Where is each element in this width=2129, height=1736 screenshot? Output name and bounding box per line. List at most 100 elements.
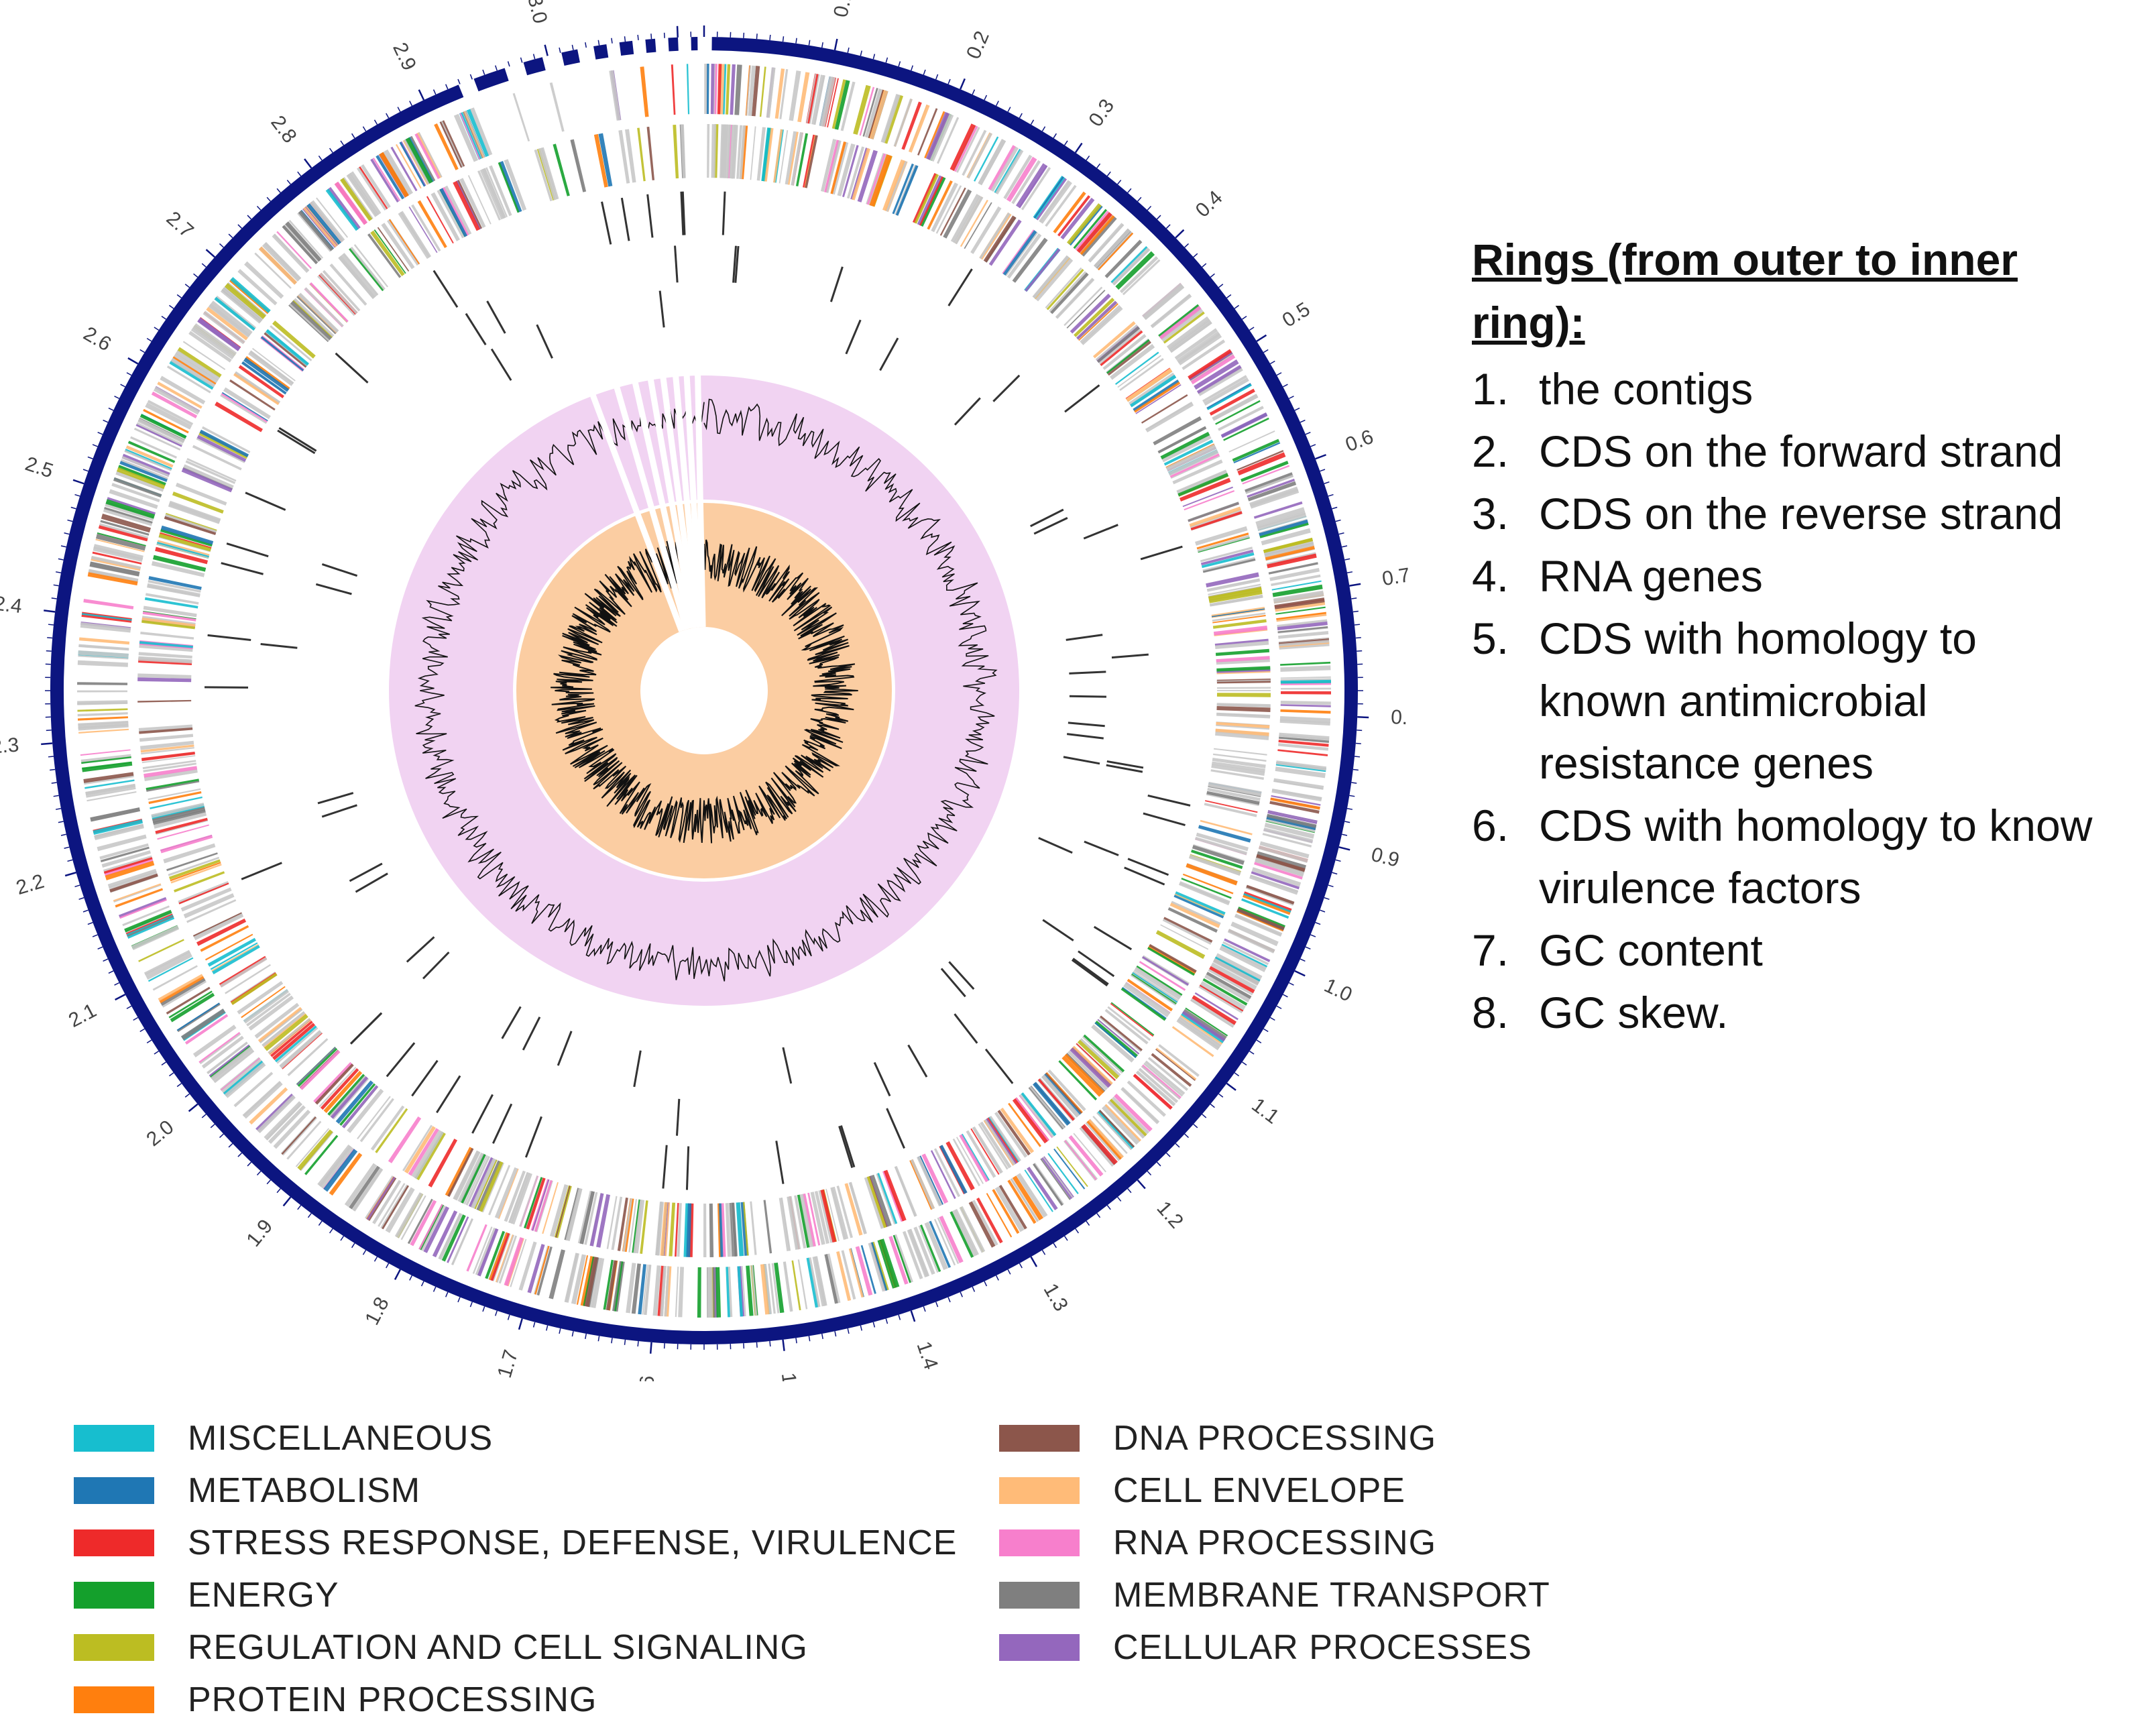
amr-cds xyxy=(1106,764,1143,773)
forward-cds xyxy=(192,1025,237,1057)
reverse-cds xyxy=(474,1159,498,1210)
reverse-cds xyxy=(1058,1060,1098,1101)
forward-cds xyxy=(1096,1112,1133,1151)
reverse-cds xyxy=(939,187,966,236)
forward-cds xyxy=(1250,874,1299,893)
legend-item: MEMBRANE TRANSPORT xyxy=(999,1572,1550,1619)
rna-gene xyxy=(433,270,459,308)
forward-cds xyxy=(976,1198,1003,1244)
forward-cds xyxy=(1192,995,1237,1025)
forward-cds xyxy=(1209,388,1255,416)
reverse-cds xyxy=(317,274,356,316)
reverse-cds xyxy=(154,812,207,829)
reverse-cds xyxy=(272,1023,316,1061)
forward-cds xyxy=(130,436,177,459)
forward-cds xyxy=(1142,282,1184,319)
forward-cds xyxy=(340,178,373,221)
scale-tick xyxy=(394,1269,402,1280)
reverse-cds xyxy=(791,132,803,186)
scale-tick xyxy=(1019,1263,1023,1269)
rna-gene xyxy=(492,1103,513,1144)
ring-item-number: 7. xyxy=(1472,925,1509,975)
reverse-cds xyxy=(1080,304,1122,344)
forward-cds xyxy=(1202,978,1248,1006)
reverse-cds xyxy=(820,1189,837,1242)
scale-tick xyxy=(1315,454,1326,460)
reverse-cds xyxy=(1210,769,1265,780)
reverse-cds xyxy=(314,1063,354,1105)
forward-cds xyxy=(410,1200,437,1247)
forward-cds xyxy=(962,129,987,176)
reverse-cds xyxy=(1216,679,1271,682)
forward-cds xyxy=(954,1208,979,1256)
scale-tick xyxy=(559,1328,561,1334)
reverse-cds xyxy=(979,212,1011,259)
amr-cds xyxy=(674,245,679,283)
forward-cds xyxy=(197,318,241,351)
reverse-cds xyxy=(181,467,233,493)
scale-tick xyxy=(1332,872,1338,875)
reverse-cds xyxy=(147,584,200,597)
scale-tick xyxy=(139,1028,146,1033)
forward-cds xyxy=(166,365,211,394)
forward-cds xyxy=(148,957,194,982)
forward-cds xyxy=(1280,704,1331,707)
amr-cds xyxy=(465,312,487,346)
reverse-cds xyxy=(1066,290,1106,329)
forward-cds xyxy=(811,74,825,125)
scale-tick xyxy=(351,1242,355,1249)
reverse-cds xyxy=(1045,1072,1082,1114)
reverse-cds xyxy=(488,1165,511,1216)
scale-label: 0.8 xyxy=(1391,706,1408,730)
forward-cds xyxy=(418,1204,443,1250)
scale-label: 1.4 xyxy=(912,1339,942,1373)
gc-skew-ring xyxy=(516,372,892,878)
reverse-cds xyxy=(199,429,249,457)
scale-tick xyxy=(1328,494,1334,497)
forward-cds xyxy=(1040,1158,1071,1200)
reverse-cds xyxy=(839,143,856,196)
reverse-cds xyxy=(468,1157,494,1208)
scale-tick xyxy=(1234,304,1240,309)
forward-cds xyxy=(741,1266,746,1317)
scale-tick xyxy=(469,74,473,80)
forward-cds xyxy=(434,123,459,170)
reverse-cds xyxy=(1019,1093,1056,1138)
forward-cds xyxy=(1224,938,1271,962)
contig-ring xyxy=(50,37,1358,1345)
forward-cds xyxy=(1220,945,1267,970)
forward-cds xyxy=(243,1081,283,1119)
scale-label: 2.9 xyxy=(388,40,420,74)
scale-tick xyxy=(1342,833,1348,836)
reverse-cds xyxy=(526,1177,546,1230)
forward-cds xyxy=(1228,430,1275,453)
forward-cds xyxy=(212,1048,254,1083)
forward-cds xyxy=(100,520,150,536)
scale-tick xyxy=(114,982,120,986)
scale-tick xyxy=(1053,1242,1057,1249)
reverse-cds xyxy=(1082,1036,1123,1074)
reverse-cds xyxy=(327,1074,365,1116)
forward-cds xyxy=(1158,1044,1200,1078)
scale-tick xyxy=(469,1301,473,1308)
forward-cds xyxy=(1210,962,1257,990)
forward-cds xyxy=(94,823,144,841)
forward-cds xyxy=(950,1211,974,1258)
ring-item-text: CDS with homology to know virulence fact… xyxy=(1539,801,2093,913)
reverse-cds xyxy=(1160,924,1209,950)
forward-cds xyxy=(125,445,174,468)
reverse-cds xyxy=(243,989,290,1024)
reverse-cds xyxy=(155,546,209,565)
forward-cds xyxy=(118,896,167,919)
forward-cds xyxy=(1278,740,1329,747)
scale-label: 3.0 xyxy=(523,0,551,25)
forward-cds xyxy=(209,302,251,337)
reverse-cds xyxy=(731,1202,737,1257)
reverse-cds xyxy=(437,189,465,239)
forward-cds xyxy=(1272,584,1323,597)
reverse-cds xyxy=(955,196,984,245)
reverse-cds xyxy=(983,215,1017,263)
reverse-cds xyxy=(375,1108,408,1153)
reverse-cds xyxy=(919,176,944,226)
scale-tick xyxy=(1256,334,1267,342)
